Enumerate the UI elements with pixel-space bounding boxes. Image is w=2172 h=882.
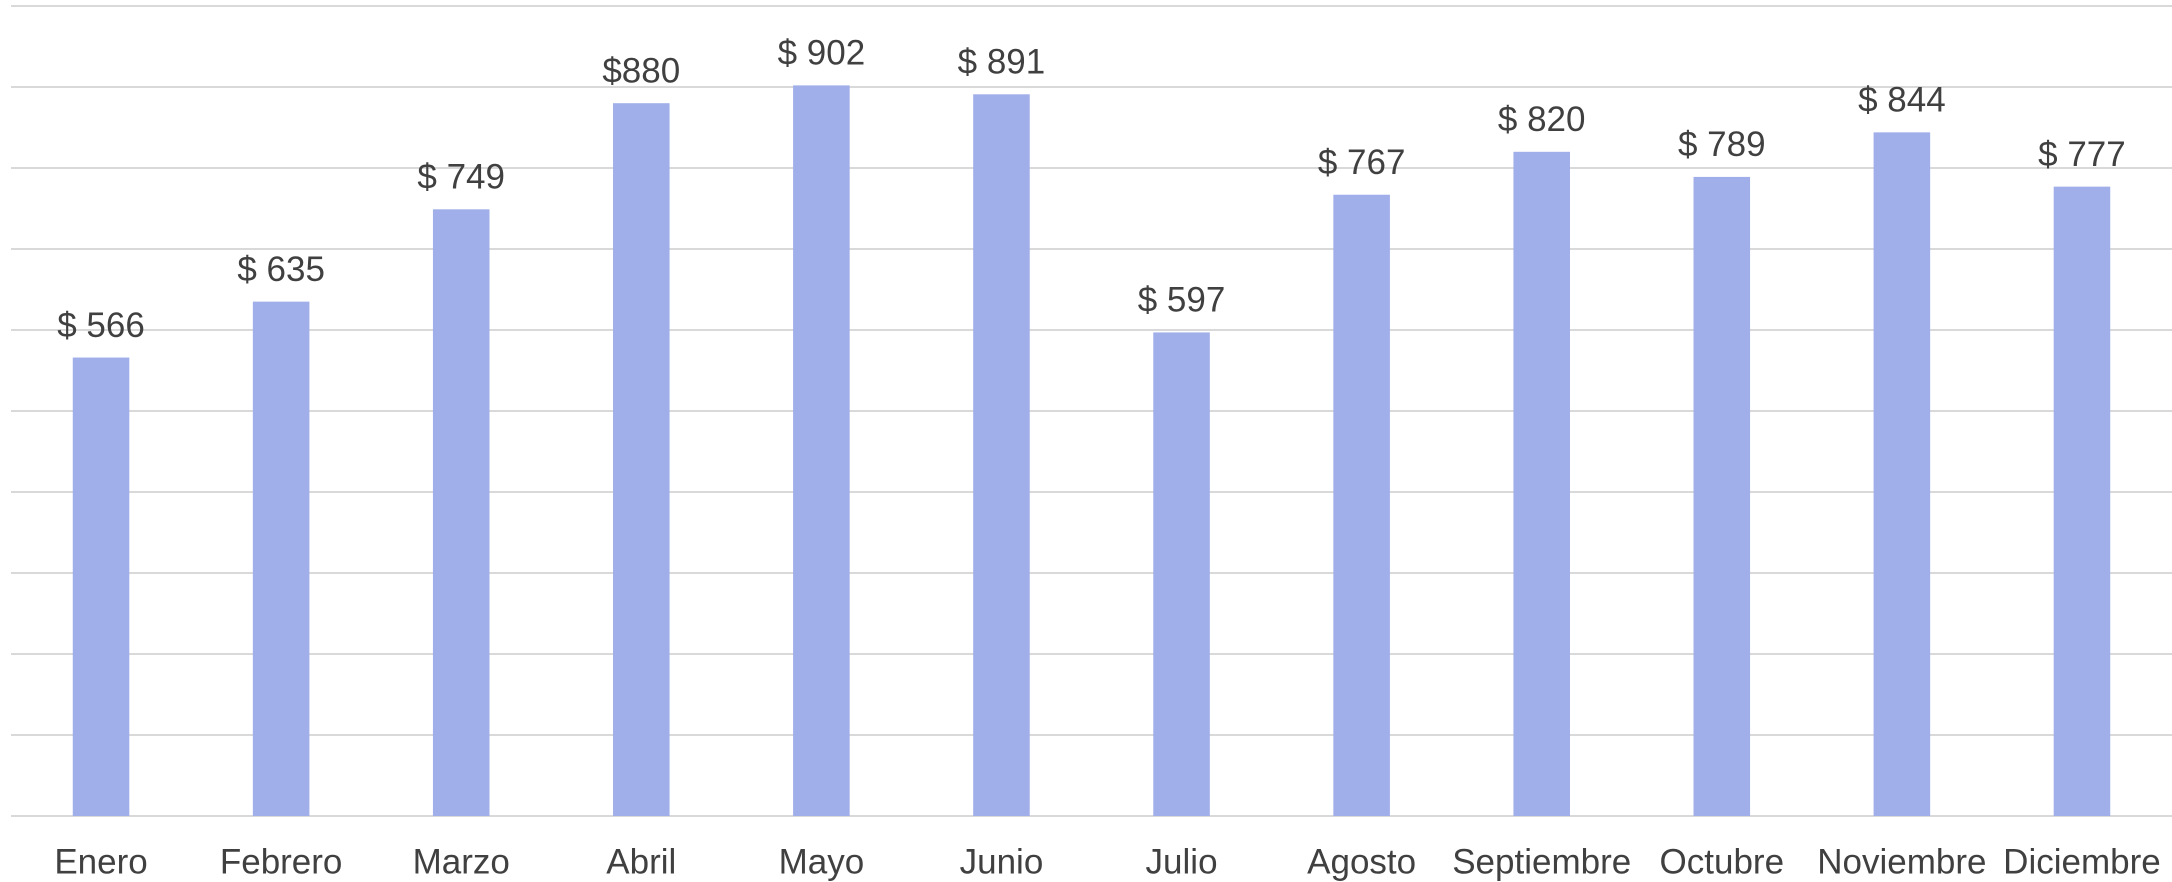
- x-tick-label: Noviembre: [1817, 842, 1986, 881]
- data-label: $ 891: [958, 43, 1046, 82]
- data-label: $ 789: [1678, 125, 1766, 164]
- bar: [1333, 194, 1390, 817]
- data-label: $ 767: [1318, 143, 1406, 182]
- data-label: $ 777: [2038, 135, 2126, 174]
- bar: [1873, 132, 1931, 817]
- x-tick-label: Abril: [606, 842, 676, 881]
- x-tick-label: Septiembre: [1452, 842, 1631, 881]
- bar: [432, 209, 490, 816]
- x-tick-label: Junio: [960, 842, 1044, 881]
- x-tick-label: Julio: [1146, 842, 1218, 881]
- data-label: $ 635: [237, 250, 325, 289]
- data-label: $ 820: [1498, 100, 1586, 139]
- data-label: $ 597: [1138, 281, 1226, 320]
- data-label: $ 749: [417, 158, 505, 197]
- bar: [793, 85, 850, 816]
- data-label: $880: [602, 51, 680, 90]
- bar: [2053, 186, 2111, 816]
- x-tick-label: Febrero: [220, 842, 343, 881]
- x-tick-label: Octubre: [1660, 842, 1785, 881]
- data-label: $ 844: [1858, 81, 1946, 120]
- bar: [1513, 151, 1570, 817]
- x-tick-label: Enero: [54, 842, 147, 881]
- bar: [252, 301, 310, 816]
- x-tick-label: Mayo: [779, 842, 865, 881]
- bar: [1153, 332, 1210, 816]
- x-tick-label: Diciembre: [2003, 842, 2161, 881]
- bar: [1693, 176, 1751, 816]
- x-tick-label: Marzo: [413, 842, 510, 881]
- x-tick-label: Agosto: [1307, 842, 1416, 881]
- bar: [613, 103, 670, 816]
- bar: [973, 94, 1030, 817]
- data-label: $ 902: [778, 34, 866, 73]
- data-label: $ 566: [57, 306, 145, 345]
- bar: [72, 357, 130, 816]
